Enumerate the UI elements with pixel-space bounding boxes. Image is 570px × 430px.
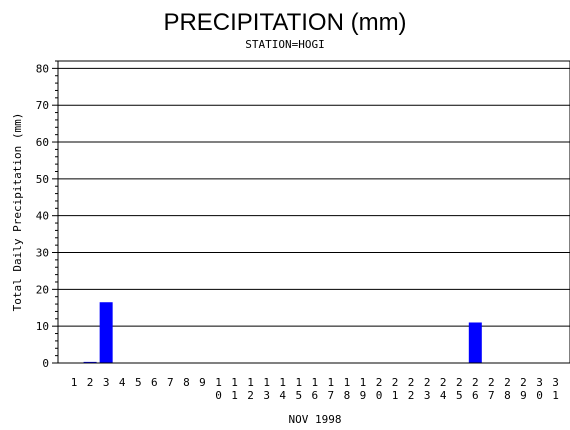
x-tick-label: 6	[151, 376, 158, 389]
y-tick-label: 30	[36, 247, 49, 260]
y-tick-label: 20	[36, 283, 49, 296]
y-tick-label: 60	[36, 136, 49, 149]
x-ticks: 1 2 3 4 5 6 7 8 9 1 01 11 21 31 41 51 61 71 81 92 02 12 22 32 42…	[71, 376, 559, 402]
y-tick-label: 70	[36, 99, 49, 112]
y-tick-label: 40	[36, 210, 49, 223]
y-tick-label: 10	[36, 320, 49, 333]
bar-day-3	[99, 302, 113, 363]
plot-frame	[57, 60, 570, 364]
bar-day-2	[83, 361, 97, 363]
chart-subtitle: STATION=HOGI	[245, 38, 324, 51]
y-tick-label: 50	[36, 173, 49, 186]
bars	[83, 302, 482, 363]
y-tick-label: 80	[36, 62, 49, 75]
y-tick-label: 0	[42, 357, 49, 370]
x-tick-label: 2	[87, 376, 94, 389]
y-ticks: 0 10 20 30 40 50 60 70 80	[36, 60, 58, 370]
x-tick-label: 7	[167, 376, 174, 389]
x-tick-label: 8	[183, 376, 190, 389]
gridlines	[58, 67, 570, 327]
x-tick-label: 9	[199, 376, 206, 389]
x-axis-label: NOV 1998	[289, 413, 342, 426]
y-axis-label: Total Daily Precipitation (mm)	[11, 113, 24, 312]
x-tick-label: 1	[71, 376, 78, 389]
x-tick-label: 4	[119, 376, 126, 389]
bar-day-26	[468, 322, 482, 363]
x-tick-label: 5	[135, 376, 142, 389]
chart-title: PRECIPITATION (mm)	[163, 9, 406, 36]
x-tick-label: 3	[103, 376, 110, 389]
